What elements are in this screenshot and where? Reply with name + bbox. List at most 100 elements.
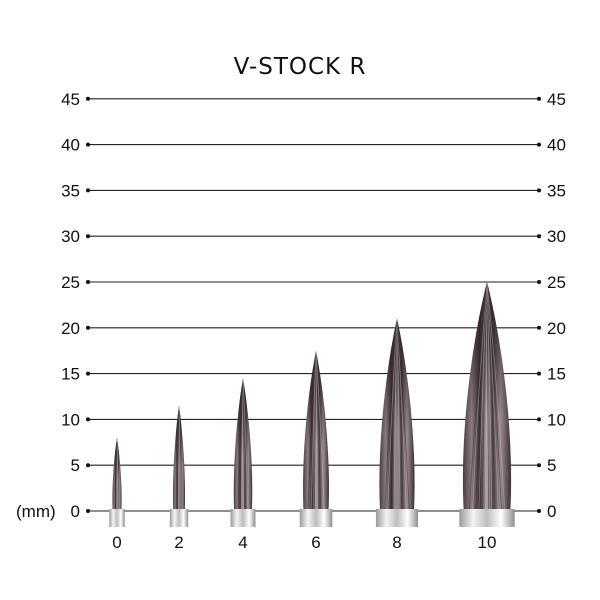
brush-hair-streak [315, 352, 322, 510]
tick-dot-left [86, 509, 90, 513]
y-tick-label-right: 10 [547, 410, 566, 429]
brush-marks [109, 282, 515, 527]
brush-hair-streak [469, 283, 488, 510]
brush-size-4 [230, 378, 256, 527]
brush-hair-streak [242, 380, 249, 510]
tick-dot-left [86, 96, 90, 101]
brush-hair-streak [486, 283, 502, 510]
brush-hair-streak [242, 380, 245, 510]
brush-hair-streak [387, 320, 398, 510]
brush-size-0 [109, 437, 125, 527]
tick-dot-left [86, 234, 90, 239]
x-tick-label: 2 [174, 533, 183, 552]
brush-hair-streak [396, 320, 404, 510]
brush-hair-streak [485, 283, 488, 510]
tick-dot-right [537, 142, 541, 147]
x-tick-label: 10 [478, 533, 497, 552]
y-tick-label-right: 35 [547, 181, 566, 200]
brush-hair-streak [396, 320, 407, 510]
brush-size-8 [375, 318, 419, 527]
tick-dot-left [86, 417, 90, 422]
brush-ferrule [299, 509, 333, 527]
tick-dot-right [537, 463, 541, 468]
tick-dot-right [537, 234, 541, 239]
brush-hair-streak [393, 320, 398, 510]
x-tick-label: 0 [112, 533, 121, 552]
y-tick-label-right: 25 [547, 273, 566, 292]
brush-hair-streak [396, 320, 401, 510]
brush-hair-streak [486, 283, 489, 510]
y-tick-label-right: 15 [547, 365, 566, 384]
tick-dot-right [537, 509, 541, 513]
brush-hair-streak [178, 407, 182, 510]
y-tick-label-left: 25 [61, 273, 80, 292]
tick-dot-right [537, 188, 541, 193]
brush-hair-streak [307, 352, 317, 510]
brush-tip-shade [379, 318, 415, 509]
brush-tip-shade [172, 405, 186, 509]
tick-dot-left [86, 371, 90, 376]
y-tick-label-right: 30 [547, 227, 566, 246]
chart-title: V-STOCK R [233, 54, 367, 80]
brush-tip-shade [303, 350, 329, 509]
tick-dot-left [86, 280, 90, 284]
y-tick-label-left: 20 [61, 319, 80, 338]
brush-hair-streak [315, 352, 325, 510]
brush-hair-streak [486, 283, 496, 510]
brush-hair-streak [478, 283, 488, 510]
y-tick-label-right: 40 [547, 136, 566, 155]
y-tick-label-right: 20 [547, 319, 566, 338]
brush-hair-streak [176, 407, 180, 510]
y-tick-label-right: 5 [547, 456, 556, 475]
brush-hair-streak [314, 352, 317, 510]
tick-dot-left [86, 188, 90, 193]
y-tick-label-left: 30 [61, 227, 80, 246]
brush-hair-streak [315, 352, 318, 510]
tick-dot-left [86, 325, 90, 330]
x-tick-label: 8 [392, 533, 401, 552]
brush-tip-shade [462, 282, 512, 509]
brush-ferrule [109, 509, 125, 527]
brush-hair-streak [475, 283, 488, 510]
brush-tip-shade [112, 437, 122, 509]
tick-dot-right [537, 280, 541, 284]
tick-dot-right [537, 325, 541, 330]
brush-hair-streak [115, 439, 118, 510]
brush-hair-streak [481, 283, 488, 510]
brush-hair-streak [472, 283, 488, 510]
x-tick-label: 4 [238, 533, 247, 552]
y-axis-unit-label: (mm) [16, 502, 56, 521]
brush-hair-streak [486, 283, 493, 510]
y-tick-label-left: 40 [61, 136, 80, 155]
brush-size-10 [459, 282, 515, 527]
brush-size-2 [169, 405, 189, 527]
brush-hair-streak [396, 320, 410, 510]
y-tick-label-left: 45 [61, 90, 80, 109]
brush-hair-streak [237, 380, 244, 510]
tick-dot-right [537, 417, 541, 422]
brush-hair-streak [486, 283, 499, 510]
brush-size-6 [299, 350, 333, 527]
tick-dot-left [86, 463, 90, 468]
tick-dot-right [537, 96, 541, 101]
brush-ferrule [169, 509, 189, 527]
brush-ferrule [459, 509, 515, 527]
brush-ferrule [230, 509, 256, 527]
brush-hair-streak [116, 439, 119, 510]
y-tick-label-right: 45 [547, 90, 566, 109]
tick-dot-left [86, 142, 90, 147]
y-tick-label-left: 0 [71, 502, 80, 521]
y-tick-label-left: 15 [61, 365, 80, 384]
y-tick-label-right: 0 [547, 502, 556, 521]
brush-hair-streak [486, 283, 505, 510]
y-tick-label-left: 10 [61, 410, 80, 429]
brush-hair-streak [310, 352, 317, 510]
brush-hair-streak [241, 380, 244, 510]
x-tick-label: 6 [311, 533, 320, 552]
brush-ferrule [375, 509, 419, 527]
tick-dot-right [537, 371, 541, 376]
y-tick-label-left: 35 [61, 181, 80, 200]
brush-tip-shade [233, 378, 253, 509]
